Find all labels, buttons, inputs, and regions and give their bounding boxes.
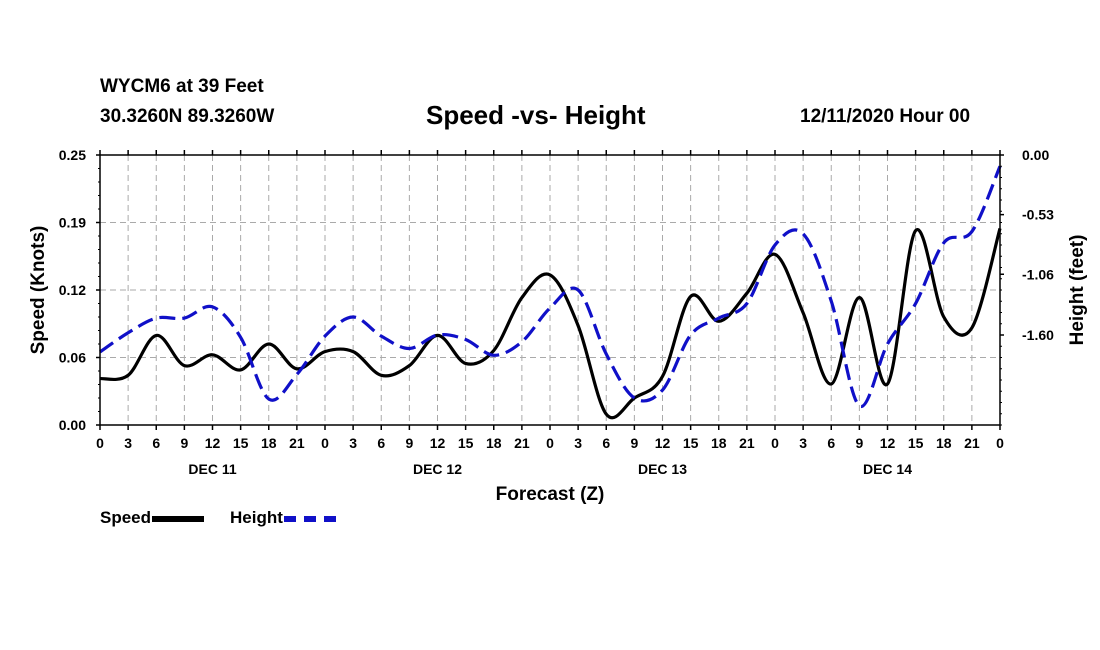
x-tick-label: 18 — [936, 435, 952, 451]
y-tick-label: 0.00 — [59, 417, 86, 433]
chart-title: Speed -vs- Height — [426, 100, 646, 130]
x-tick-label: 6 — [602, 435, 610, 451]
x-axis-title: Forecast (Z) — [496, 484, 605, 505]
y-axis-title: Speed (Knots) — [28, 226, 49, 355]
grid-lines — [100, 155, 1000, 425]
forecast-timestamp: 12/11/2020 Hour 00 — [800, 106, 971, 127]
x-tick-label: 6 — [827, 435, 835, 451]
x-tick-label: 3 — [349, 435, 357, 451]
x-tick-label: 15 — [908, 435, 924, 451]
x-tick-label: 12 — [880, 435, 896, 451]
legend-height-label: Height — [230, 508, 283, 527]
y-tick-label: 0.12 — [59, 282, 86, 298]
x-tick-label: 9 — [855, 435, 863, 451]
x-tick-label: 21 — [964, 435, 980, 451]
day-label: DEC 12 — [413, 461, 462, 477]
y2-tick-label: 0.00 — [1022, 147, 1049, 163]
series-lines — [99, 165, 1002, 420]
x-tick-label: 18 — [261, 435, 277, 451]
axis-labels: 0.00 0.06 0.12 0.19 0.25 -1.60 -1.06 -0.53 0.00 0… — [28, 147, 1088, 505]
y2-tick-label: -1.60 — [1022, 327, 1054, 343]
x-tick-label: 15 — [683, 435, 699, 451]
day-label: DEC 14 — [863, 461, 912, 477]
legend-speed: Speed — [100, 508, 205, 528]
x-tick-label: 0 — [771, 435, 779, 451]
x-tick-label: 18 — [486, 435, 502, 451]
x-tick-label: 12 — [655, 435, 671, 451]
station-label: WYCM6 at 39 Feet — [100, 76, 264, 97]
x-tick-label: 9 — [630, 435, 638, 451]
x-tick-label: 9 — [180, 435, 188, 451]
x-tick-label: 3 — [574, 435, 582, 451]
x-tick-label: 18 — [711, 435, 727, 451]
y-tick-label: 0.19 — [59, 215, 86, 231]
legend-speed-swatch — [152, 515, 205, 522]
legend-height: Height — [230, 508, 336, 528]
y-tick-label: 0.06 — [59, 350, 86, 366]
series-line-speed — [99, 227, 1002, 420]
x-tick-label: 6 — [377, 435, 385, 451]
x-tick-label: 21 — [514, 435, 530, 451]
x-tick-label: 21 — [289, 435, 305, 451]
x-tick-label: 3 — [124, 435, 132, 451]
coordinates-label: 30.3260N 89.3260W — [100, 106, 275, 127]
x-tick-label: 12 — [205, 435, 221, 451]
x-tick-label: 6 — [152, 435, 160, 451]
y-tick-label: 0.25 — [59, 147, 86, 163]
x-tick-label: 0 — [996, 435, 1004, 451]
series-line-height — [99, 165, 1002, 408]
y2-axis-title: Height (feet) — [1067, 235, 1088, 346]
x-tick-label: 0 — [321, 435, 329, 451]
day-label: DEC 13 — [638, 461, 687, 477]
day-label: DEC 11 — [188, 461, 236, 477]
x-tick-label: 9 — [405, 435, 413, 451]
x-tick-label: 15 — [233, 435, 249, 451]
x-tick-label: 0 — [546, 435, 554, 451]
x-tick-label: 0 — [96, 435, 104, 451]
x-tick-label: 15 — [458, 435, 474, 451]
y2-tick-label: -0.53 — [1022, 207, 1054, 223]
axes — [96, 150, 1004, 430]
x-tick-label: 12 — [430, 435, 446, 451]
x-tick-label: 21 — [739, 435, 755, 451]
plot-frame — [99, 154, 1001, 426]
x-tick-label: 3 — [799, 435, 807, 451]
legend-speed-label: Speed — [100, 508, 152, 527]
legend-height-swatch — [283, 515, 336, 522]
y2-tick-label: -1.06 — [1022, 266, 1054, 282]
